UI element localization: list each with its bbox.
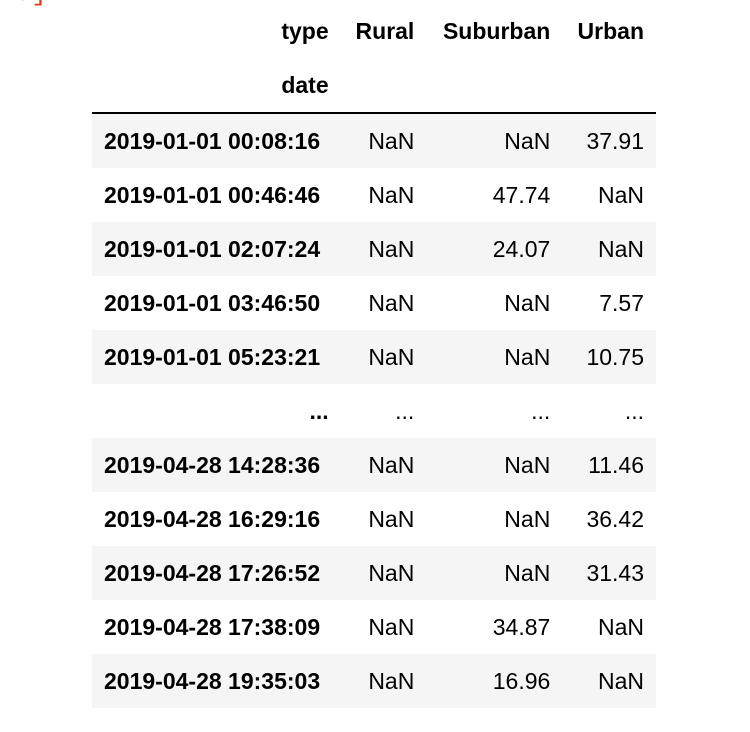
cell-suburban: ...: [426, 384, 563, 438]
table-row: 2019-04-28 17:38:09 NaN 34.87 NaN: [92, 600, 656, 654]
cell-rural: NaN: [340, 654, 427, 708]
column-header-urban: Urban: [562, 4, 656, 58]
cell-suburban: 47.74: [426, 168, 563, 222]
row-index-date: 2019-04-28 19:35:03: [92, 654, 341, 708]
cell-rural: NaN: [340, 546, 427, 600]
index-name-header: date: [92, 58, 341, 114]
index-name-spacer: [562, 58, 656, 114]
cell-urban: 36.42: [562, 492, 656, 546]
cell-urban: 37.91: [562, 113, 656, 168]
cell-suburban: NaN: [426, 546, 563, 600]
dataframe-table: type Rural Suburban Urban date 2019-01-0…: [92, 4, 656, 708]
cell-suburban: NaN: [426, 276, 563, 330]
cell-rural: NaN: [340, 600, 427, 654]
row-index-date: 2019-01-01 03:46:50: [92, 276, 341, 330]
ellipsis-row: ............: [92, 384, 656, 438]
table-row: 2019-01-01 03:46:50 NaN NaN 7.57: [92, 276, 656, 330]
index-name-row: date: [92, 58, 656, 114]
cell-suburban: NaN: [426, 113, 563, 168]
table-row: 2019-01-01 02:07:24 NaN 24.07 NaN: [92, 222, 656, 276]
row-index-date: 2019-01-01 00:08:16: [92, 113, 341, 168]
columns-name-header: type: [92, 4, 341, 58]
table-row: 2019-04-28 17:26:52 NaN NaN 31.43: [92, 546, 656, 600]
cell-rural: ...: [340, 384, 427, 438]
cell-urban: NaN: [562, 600, 656, 654]
cell-rural: NaN: [340, 330, 427, 384]
cell-urban: 10.75: [562, 330, 656, 384]
cell-urban: ...: [562, 384, 656, 438]
cell-urban: 31.43: [562, 546, 656, 600]
cell-urban: 7.57: [562, 276, 656, 330]
cell-rural: NaN: [340, 222, 427, 276]
table-row: 2019-01-01 00:46:46 NaN 47.74 NaN: [92, 168, 656, 222]
cell-rural: NaN: [340, 168, 427, 222]
table-row: 2019-01-01 05:23:21 NaN NaN 10.75: [92, 330, 656, 384]
cell-suburban: NaN: [426, 492, 563, 546]
table-row: 2019-04-28 14:28:36 NaN NaN 11.46: [92, 438, 656, 492]
cell-rural: NaN: [340, 276, 427, 330]
cell-rural: NaN: [340, 492, 427, 546]
row-index-date: ...: [92, 384, 341, 438]
row-index-date: 2019-01-01 02:07:24: [92, 222, 341, 276]
cell-suburban: NaN: [426, 330, 563, 384]
row-index-date: 2019-01-01 05:23:21: [92, 330, 341, 384]
cell-rural: NaN: [340, 113, 427, 168]
cell-urban: NaN: [562, 168, 656, 222]
row-index-date: 2019-04-28 17:38:09: [92, 600, 341, 654]
cell-urban: NaN: [562, 222, 656, 276]
row-index-date: 2019-04-28 14:28:36: [92, 438, 341, 492]
cell-urban: 11.46: [562, 438, 656, 492]
column-header-row: type Rural Suburban Urban: [92, 4, 656, 58]
index-name-spacer: [426, 58, 563, 114]
cell-prompt: 15]:: [0, 0, 62, 8]
cell-suburban: 16.96: [426, 654, 563, 708]
table-row: 2019-01-01 00:08:16 NaN NaN 37.91: [92, 113, 656, 168]
cell-rural: NaN: [340, 438, 427, 492]
column-header-rural: Rural: [340, 4, 427, 58]
row-index-date: 2019-04-28 17:26:52: [92, 546, 341, 600]
row-index-date: 2019-01-01 00:46:46: [92, 168, 341, 222]
index-name-spacer: [340, 58, 427, 114]
table-body: 2019-01-01 00:08:16 NaN NaN 37.91 2019-01-01…: [92, 113, 656, 708]
column-header-suburban: Suburban: [426, 4, 563, 58]
table-row: 2019-04-28 16:29:16 NaN NaN 36.42: [92, 492, 656, 546]
cell-suburban: 24.07: [426, 222, 563, 276]
table-row: 2019-04-28 19:35:03 NaN 16.96 NaN: [92, 654, 656, 708]
row-index-date: 2019-04-28 16:29:16: [92, 492, 341, 546]
cell-suburban: 34.87: [426, 600, 563, 654]
cell-suburban: NaN: [426, 438, 563, 492]
cell-urban: NaN: [562, 654, 656, 708]
